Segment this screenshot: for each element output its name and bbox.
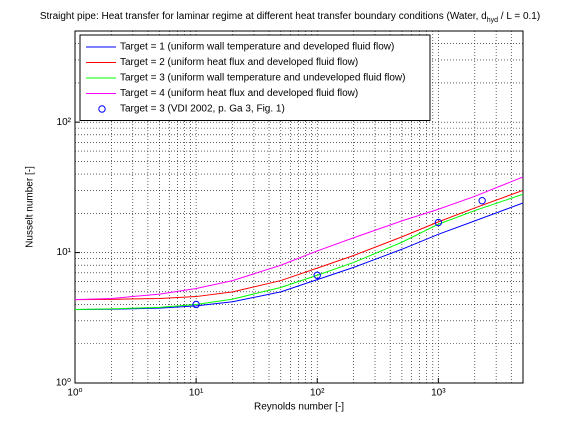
legend-label: Target = 3 (VDI 2002, p. Ga 3, Fig. 1) (120, 104, 285, 115)
legend-marker (98, 105, 106, 113)
data-point (313, 271, 321, 279)
x-tick-label: 10³ (431, 388, 446, 399)
x-tick-label: 10² (310, 388, 325, 399)
plot-content (75, 176, 523, 311)
data-point (478, 196, 486, 205)
legend-label: Target = 3 (uniform wall temperature and… (120, 73, 405, 84)
x-tick-label: 10¹ (189, 388, 204, 399)
chart-title-subscript: hyd (487, 17, 498, 24)
chart-title: Straight pipe: Heat transfer for laminar… (40, 11, 487, 22)
chart-title-end: / L = 0.1) (498, 11, 540, 22)
series-line (75, 202, 523, 311)
data-point (434, 218, 443, 227)
legend-label: Target = 2 (uniform heat flux and develo… (120, 57, 358, 68)
axes-frame (74, 30, 524, 384)
y-tick-label: 10² (57, 117, 72, 128)
legend (79, 34, 431, 121)
legend-label: Target = 1 (uniform wall temperature and… (120, 42, 394, 53)
y-tick-label: 10⁰ (56, 378, 71, 389)
x-tick-label: 10⁰ (67, 388, 82, 399)
data-point (192, 300, 200, 309)
legend-label: Target = 4 (uniform heat flux and develo… (120, 88, 358, 99)
series-line (75, 189, 523, 301)
series-line (75, 176, 523, 301)
series-line (75, 193, 523, 311)
x-axis-label: Reynolds number [-] (254, 402, 344, 413)
y-tick-label: 10¹ (57, 247, 72, 258)
y-axis-label: Nusselt number [-] (25, 166, 36, 248)
chart-title-group: Straight pipe: Heat transfer for laminar… (40, 11, 540, 24)
